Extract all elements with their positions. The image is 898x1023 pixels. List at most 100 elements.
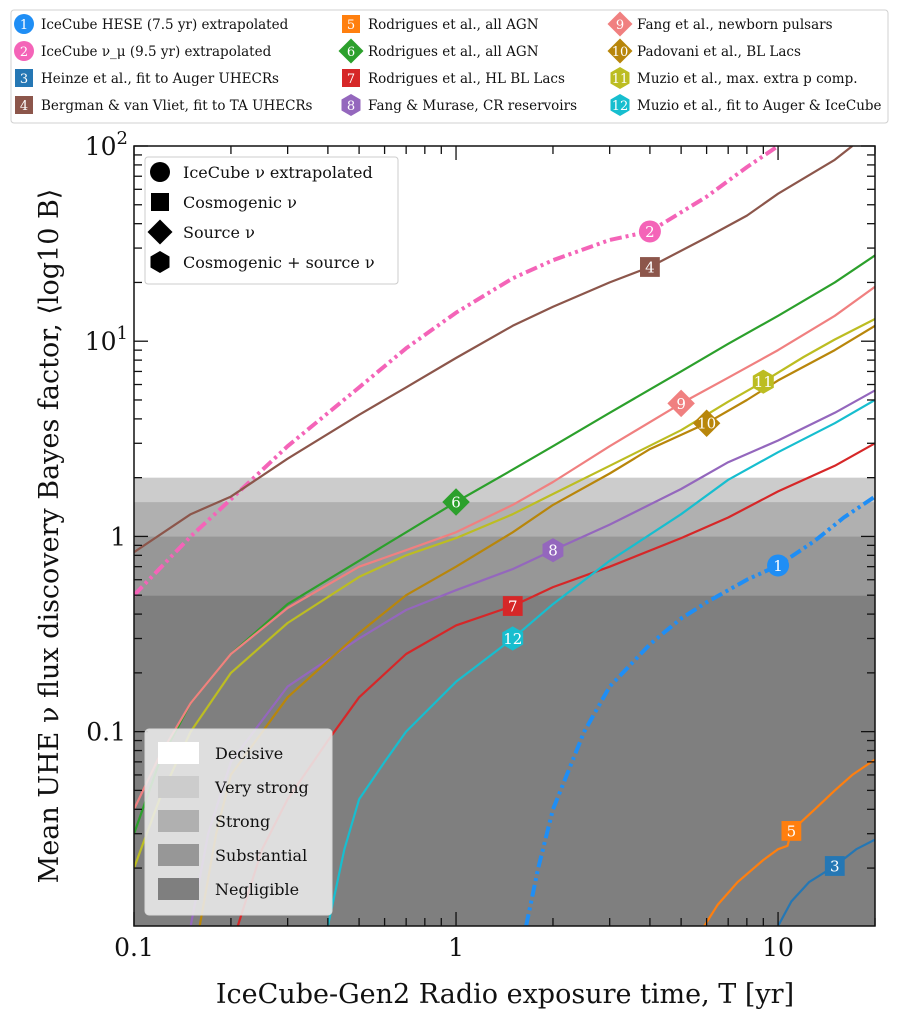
curve-marker-10 [692, 409, 721, 437]
curve-marker-label-4: 4 [645, 258, 655, 276]
curve-9 [134, 285, 875, 810]
legend-marker-3 [15, 69, 33, 87]
x-axis-title: IceCube-Gen2 Radio exposure time, T [yr] [216, 979, 794, 1010]
band-strong [134, 502, 875, 537]
band-legend-swatch [158, 878, 199, 900]
legend-marker-label-2: 2 [20, 45, 28, 60]
legend-marker-5 [342, 15, 360, 33]
legend-marker-label-6: 6 [347, 45, 355, 60]
curve-marker-label-5: 5 [787, 822, 797, 840]
curve-marker-label-1: 1 [773, 557, 783, 575]
curve-marker-11 [752, 369, 774, 394]
series-legend-frame [10, 9, 889, 124]
legend-marker-8 [341, 94, 361, 116]
legend-marker-1 [14, 14, 34, 34]
x-tick-label: 10 [762, 933, 794, 962]
curve-marker-3 [824, 856, 845, 876]
curve-5 [703, 758, 875, 926]
legend-entry-6: Rodrigues et al., all AGN [368, 44, 539, 60]
band-substantial [134, 536, 875, 596]
legend-marker-10 [607, 38, 633, 64]
band-legend-label: Strong [215, 812, 270, 831]
legend-entry-8: Fang & Murase, CR reservoirs [368, 98, 577, 114]
curve-2 [134, 146, 780, 597]
legend-marker-label-7: 7 [347, 72, 355, 87]
curve-marker-1 [767, 554, 790, 577]
legend-marker-label-1: 1 [20, 18, 28, 33]
legend-entry-4: Bergman & van Vliet, fit to TA UHECRs [41, 98, 313, 114]
legend-marker-9 [607, 11, 633, 37]
curve-marker-label-3: 3 [830, 857, 840, 875]
legend-entry-1: IceCube HESE (7.5 yr) extrapolated [41, 17, 289, 33]
legend-marker-label-9: 9 [616, 18, 624, 33]
curve-marker-4 [640, 257, 660, 277]
marker-legend-diamond-icon [147, 219, 173, 245]
x-tick-label: 1 [448, 933, 464, 962]
curve-11 [134, 318, 875, 869]
band-legend-swatch [158, 810, 199, 832]
plot-frame [133, 145, 876, 927]
band-legend-label: Substantial [215, 846, 307, 865]
legend-marker-2 [14, 41, 34, 61]
curve-12 [326, 399, 875, 926]
band-very-strong [134, 477, 875, 503]
legend-entry-10: Padovani et al., BL Lacs [637, 44, 801, 60]
curve-marker-label-8: 8 [548, 542, 558, 560]
curve-marker-7 [502, 596, 523, 616]
marker-shape-legend: IceCube ν extrapolated Cosmogenic ν Source… [144, 156, 399, 285]
band-legend-label: Decisive [215, 744, 283, 763]
legend-entry-5: Rodrigues et al., all AGN [368, 17, 539, 33]
curve-4 [134, 146, 853, 554]
marker-legend-hexagon-icon [150, 251, 170, 273]
legend-marker-6 [338, 38, 364, 64]
curve-marker-label-6: 6 [451, 494, 461, 512]
band-legend-label: Very strong [214, 778, 309, 797]
band-legend-swatch [158, 844, 199, 866]
y-axis-title: Mean UHE ν flux discovery Bayes factor, … [34, 189, 65, 884]
y-tick-label: 101 [85, 323, 128, 356]
curve-marker-label-12: 12 [503, 630, 522, 648]
curve-marker-label-9: 9 [676, 395, 686, 413]
marker-legend-label: Cosmogenic ν [183, 193, 297, 212]
marker-legend-frame [144, 156, 399, 285]
curve-marker-label-7: 7 [508, 598, 518, 616]
band-legend-label: Negligible [215, 880, 299, 899]
series-legend: 1 IceCube HESE (7.5 yr) extrapolated 2 IceC… [10, 9, 889, 124]
marker-legend-square-icon [151, 193, 169, 211]
legend-entry-11: Muzio et al., max. extra p comp. [637, 71, 858, 87]
curve-marker-label-2: 2 [645, 223, 655, 241]
legend-entry-2: IceCube ν_μ (9.5 yr) extrapolated [41, 44, 272, 60]
y-tick-label: 1 [110, 522, 126, 551]
legend-marker-label-8: 8 [347, 99, 355, 114]
curve-marker-label-11: 11 [754, 373, 773, 391]
x-tick-label: 0.1 [114, 933, 154, 962]
legend-marker-label-12: 12 [612, 99, 629, 114]
legend-marker-label-5: 5 [347, 18, 355, 33]
y-tick-label: 102 [85, 128, 128, 161]
curve-1 [524, 494, 875, 926]
band-legend-swatch [158, 742, 199, 764]
legend-marker-label-3: 3 [20, 72, 28, 87]
band-legend-swatch [158, 776, 199, 798]
legend-entry-9: Fang et al., newborn pulsars [637, 17, 833, 33]
y-tick-label: 0.1 [86, 718, 126, 747]
legend-marker-label-10: 10 [612, 45, 629, 60]
legend-entry-12: Muzio et al., fit to Auger & IceCube [637, 98, 882, 114]
curve-marker-label-10: 10 [697, 415, 716, 433]
legend-marker-4 [15, 96, 33, 114]
curve-marker-2 [638, 220, 661, 243]
legend-entry-7: Rodrigues et al., HL BL Lacs [368, 71, 565, 87]
legend-marker-label-4: 4 [20, 99, 28, 114]
marker-legend-label: Source ν [183, 223, 255, 242]
legend-entry-3: Heinze et al., fit to Auger UHECRs [41, 71, 279, 87]
curve-marker-6 [442, 488, 470, 516]
legend-marker-11 [610, 67, 630, 89]
curve-marker-8 [542, 538, 564, 563]
band-legend-frame [144, 728, 333, 916]
marker-legend-label: Cosmogenic + source ν [183, 253, 375, 272]
legend-marker-7 [342, 69, 360, 87]
axis-ticks [133, 145, 876, 926]
